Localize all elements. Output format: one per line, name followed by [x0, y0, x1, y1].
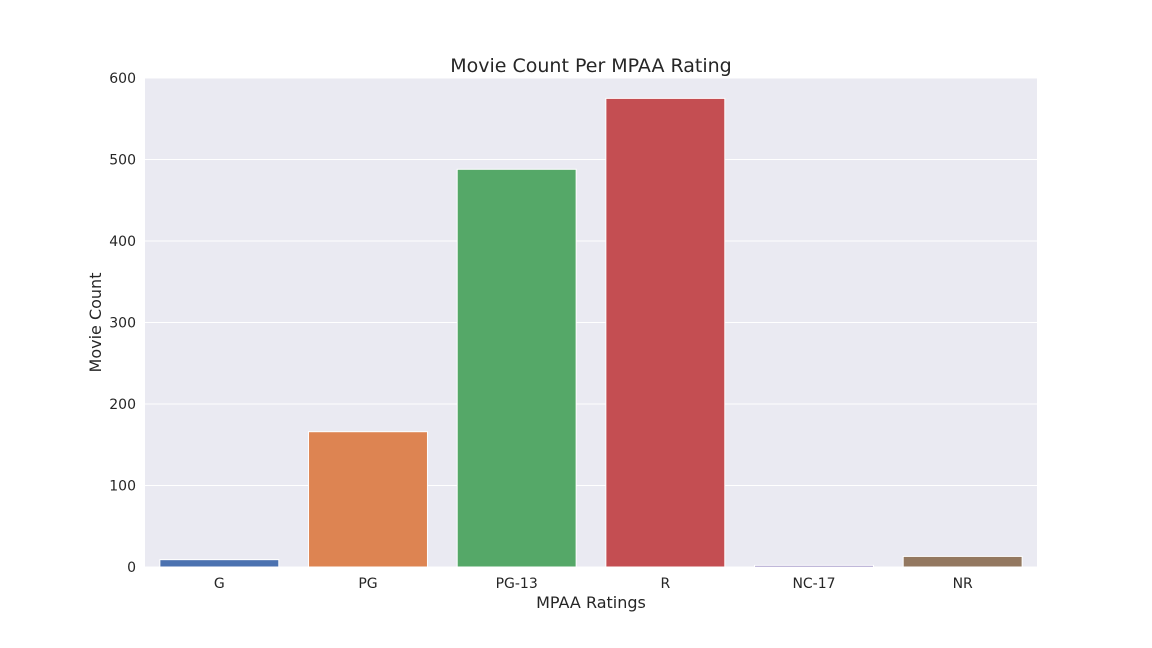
y-tick-label: 600 — [109, 71, 136, 87]
x-tick-label: NC-17 — [792, 576, 835, 592]
chart-title: Movie Count Per MPAA Rating — [450, 55, 732, 77]
bar-nc-17 — [754, 564, 874, 568]
x-tick-label: NR — [953, 576, 973, 592]
y-tick-label: 200 — [109, 397, 136, 413]
bar-pg — [308, 431, 428, 568]
x-tick-label: PG — [358, 576, 377, 592]
x-axis-ticks: G PG PG-13 R NC-17 NR — [214, 576, 973, 592]
x-axis-title: MPAA Ratings — [536, 593, 646, 612]
x-tick-label: PG-13 — [496, 576, 538, 592]
bars — [159, 97, 1023, 568]
bar-nr — [902, 555, 1023, 568]
x-tick-label: G — [214, 576, 225, 592]
x-tick-label: R — [660, 576, 670, 592]
y-tick-label: 100 — [109, 479, 136, 495]
bar-pg-13 — [456, 168, 577, 568]
y-axis-ticks: 0 100 200 300 400 500 600 — [109, 71, 136, 576]
bar-r — [605, 97, 726, 568]
y-tick-label: 500 — [109, 153, 136, 169]
y-axis-title: Movie Count — [86, 273, 105, 373]
y-tick-label: 300 — [109, 316, 136, 332]
y-tick-label: 0 — [127, 560, 136, 576]
gridlines — [145, 77, 1037, 568]
y-tick-label: 400 — [109, 234, 136, 250]
bar-g — [159, 559, 280, 568]
